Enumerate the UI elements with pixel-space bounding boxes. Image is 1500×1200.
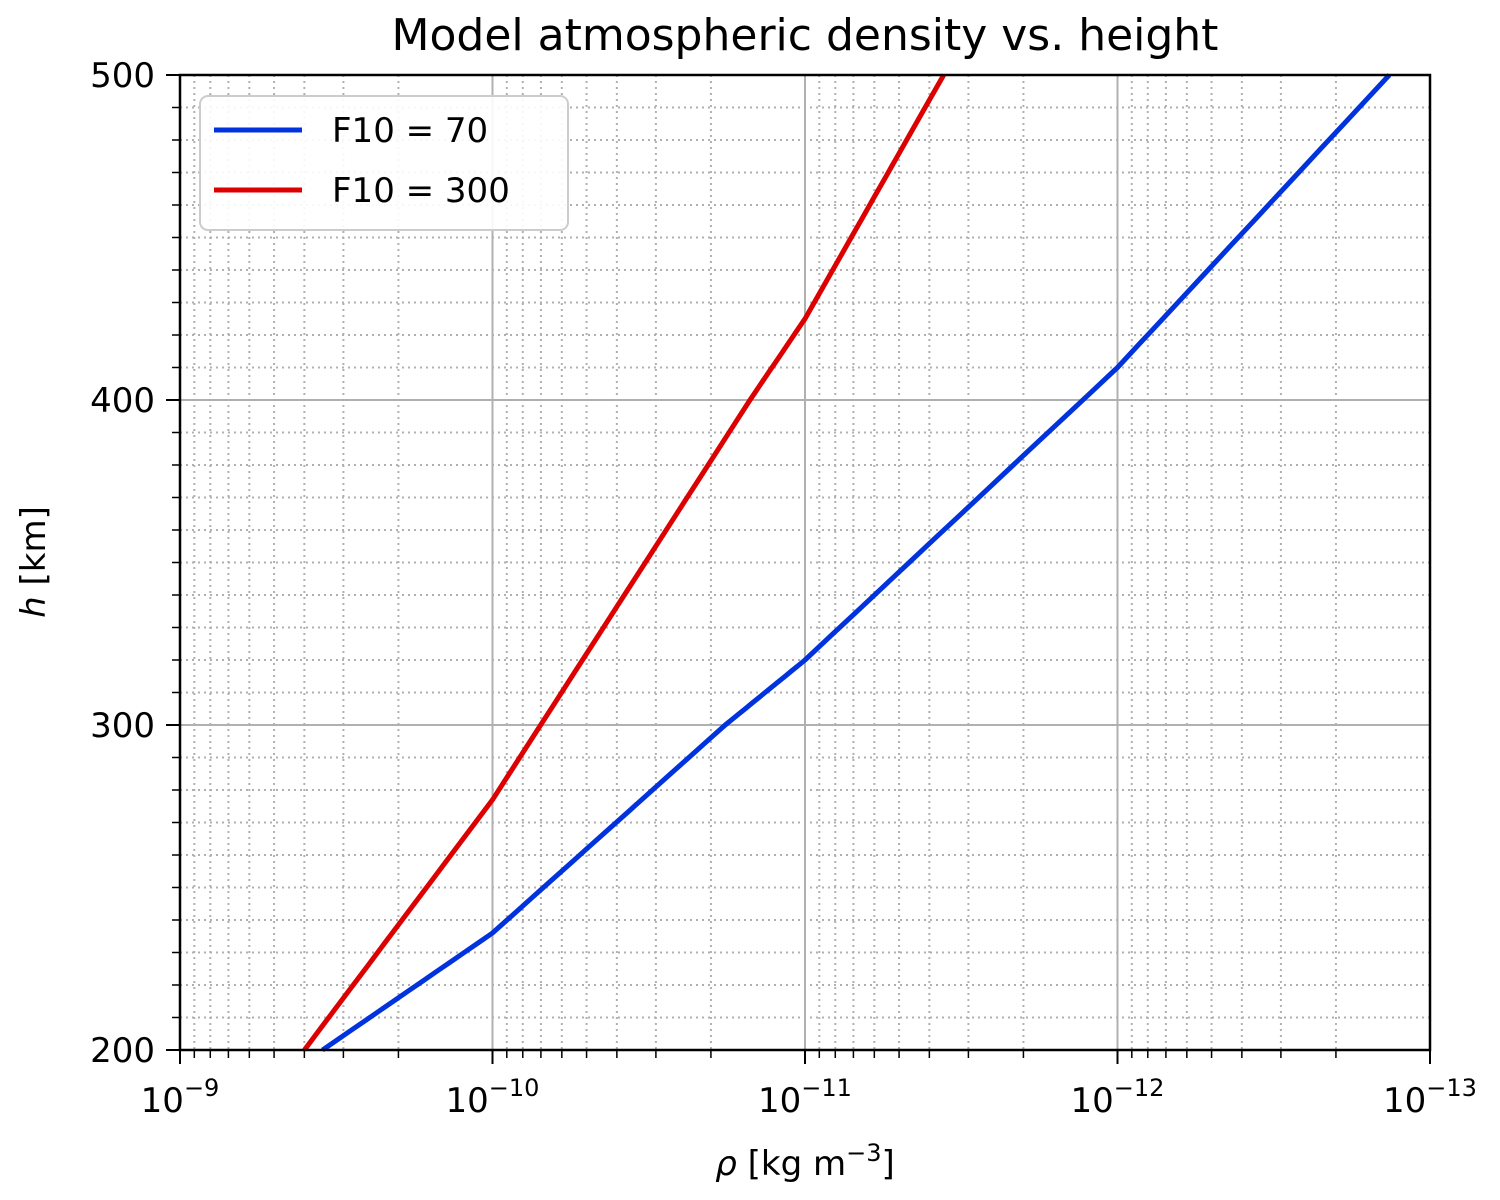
x-axis-unit: [kg m: [737, 1144, 846, 1184]
x-axis-label: ρ [kg m−3]: [715, 1139, 895, 1184]
y-tick-label: 500: [90, 56, 155, 96]
legend: F10 = 70 F10 = 300: [199, 95, 569, 231]
y-axis-unit: [km]: [14, 506, 54, 596]
legend-label-f10-300: F10 = 300: [332, 171, 510, 211]
x-tick-label-base: 10: [141, 1081, 184, 1121]
x-tick-label: 10−12: [1071, 1074, 1165, 1121]
chart-title: Model atmospheric density vs. height: [392, 10, 1219, 61]
x-tick-label-exponent: −13: [1426, 1074, 1477, 1102]
x-axis-unit-close: ]: [882, 1144, 895, 1184]
x-axis-unit-exponent: −3: [846, 1139, 881, 1167]
x-tick-label: 10−10: [446, 1074, 540, 1121]
y-axis-symbol: h: [14, 596, 54, 618]
x-tick-label-exponent: −10: [489, 1074, 540, 1102]
major-grid: [180, 75, 1430, 1050]
x-tick-labels: 10−9 10−10 10−11 10−12 10−13: [141, 1074, 1477, 1121]
series-line-f10-70: [321, 73, 1392, 1053]
x-tick-label-exponent: −9: [184, 1074, 219, 1102]
legend-label-f10-70: F10 = 70: [332, 111, 488, 151]
y-axis-label: h [km]: [14, 506, 54, 618]
x-tick-label-base: 10: [1071, 1081, 1114, 1121]
y-tick-labels: 200 300 400 500: [90, 56, 155, 1071]
x-tick-label-exponent: −11: [801, 1074, 852, 1102]
x-tick-label-exponent: −12: [1114, 1074, 1165, 1102]
x-tick-label-base: 10: [1383, 1081, 1426, 1121]
x-tick-label: 10−9: [141, 1074, 220, 1121]
axis-ticks: [166, 74, 1431, 1064]
series-line-f10-300: [302, 73, 946, 1052]
y-tick-label: 200: [90, 1031, 155, 1071]
x-tick-label-base: 10: [446, 1081, 489, 1121]
series-layer: [302, 73, 1392, 1053]
x-axis-symbol: ρ: [715, 1144, 737, 1184]
x-tick-label-base: 10: [758, 1081, 801, 1121]
x-tick-label: 10−11: [758, 1074, 852, 1121]
y-tick-label: 400: [90, 381, 155, 421]
x-tick-label: 10−13: [1383, 1074, 1477, 1121]
y-tick-label: 300: [90, 706, 155, 746]
